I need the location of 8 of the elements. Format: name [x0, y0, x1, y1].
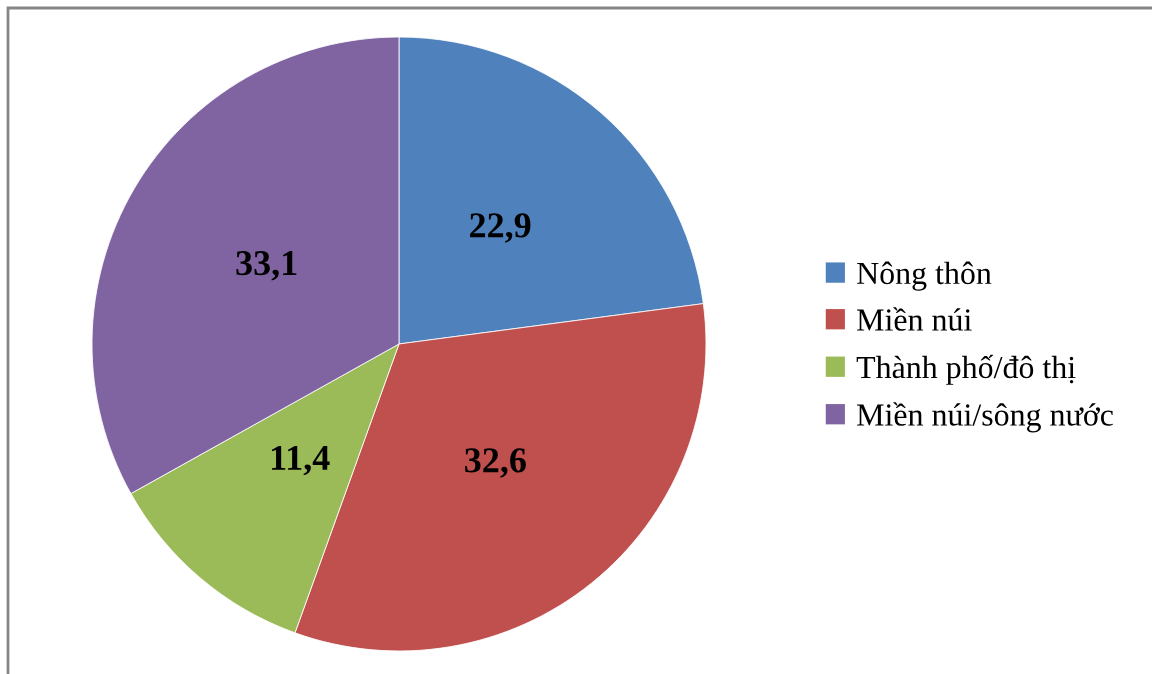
- data-label: 22,9: [470, 213, 531, 243]
- legend-label: Nông thôn: [857, 261, 992, 291]
- legend-label: Miền núi: [857, 307, 972, 331]
- data-label: 11,4: [271, 445, 330, 476]
- legend-label: Miền núi/sông nước: [857, 402, 1113, 433]
- legend-label: Thành phố/đô thị: [856, 354, 1076, 385]
- data-label: 32,6: [465, 448, 526, 478]
- data-label: 33,1: [236, 251, 297, 281]
